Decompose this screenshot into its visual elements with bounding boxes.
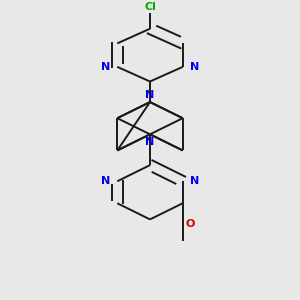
Text: N: N (101, 62, 110, 72)
Text: O: O (185, 219, 195, 229)
Text: N: N (146, 137, 154, 147)
Text: N: N (190, 62, 199, 72)
Text: Cl: Cl (144, 2, 156, 12)
Text: N: N (101, 176, 110, 186)
Text: N: N (190, 176, 199, 186)
Text: N: N (146, 90, 154, 100)
